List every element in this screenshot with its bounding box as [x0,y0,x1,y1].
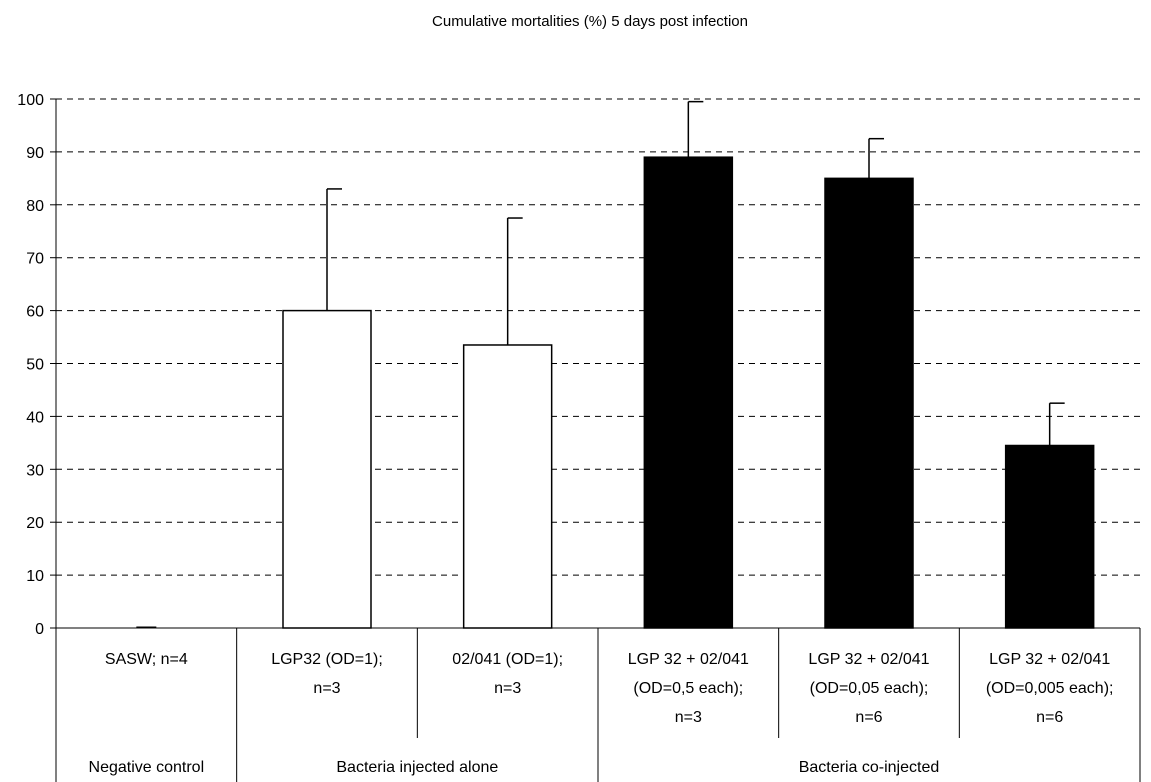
y-tick-label: 40 [26,409,44,426]
category-label: n=6 [855,709,882,726]
group-label: Negative control [89,759,205,776]
y-tick-label: 20 [26,515,44,532]
category-label: (OD=0,05 each); [810,680,929,697]
axes: 0 10 20 30 40 50 60 70 80 90 100 [17,92,1140,638]
chart-title: Cumulative mortalities (%) 5 days post i… [432,13,748,30]
y-tick-label: 100 [17,92,44,109]
y-tick-label: 80 [26,198,44,215]
y-tick-label: 50 [26,357,44,374]
category-label: SASW; n=4 [105,651,188,668]
bar [462,344,553,629]
category-label: (OD=0,5 each); [633,680,743,697]
category-label: LGP 32 + 02/041 [628,651,749,668]
y-tick-label: 60 [26,304,44,321]
category-label: n=3 [675,709,702,726]
bar [643,156,734,629]
category-label: n=6 [1036,709,1063,726]
category-label: LGP 32 + 02/041 [989,651,1110,668]
group-label: Bacteria co-injected [799,759,940,776]
bar [282,309,372,629]
y-tick-label: 0 [35,621,44,638]
category-label: (OD=0,005 each); [986,680,1114,697]
y-tick-label: 70 [26,251,44,268]
gridlines [56,98,1140,576]
y-tick-label: 10 [26,568,44,585]
y-tick-label: 90 [26,145,44,162]
bar [1004,444,1095,629]
bar [824,177,914,629]
group-label: Bacteria injected alone [336,759,498,776]
category-label: LGP 32 + 02/041 [808,651,929,668]
bars [136,100,1095,629]
category-label: n=3 [494,680,521,697]
category-label: 02/041 (OD=1); [452,651,563,668]
category-label: LGP32 (OD=1); [271,651,383,668]
y-tick-label: 30 [26,462,44,479]
category-labels: SASW; n=4 LGP32 (OD=1); n=3 02/041 (OD=1); n… [55,628,1141,782]
category-label: n=3 [313,680,340,697]
